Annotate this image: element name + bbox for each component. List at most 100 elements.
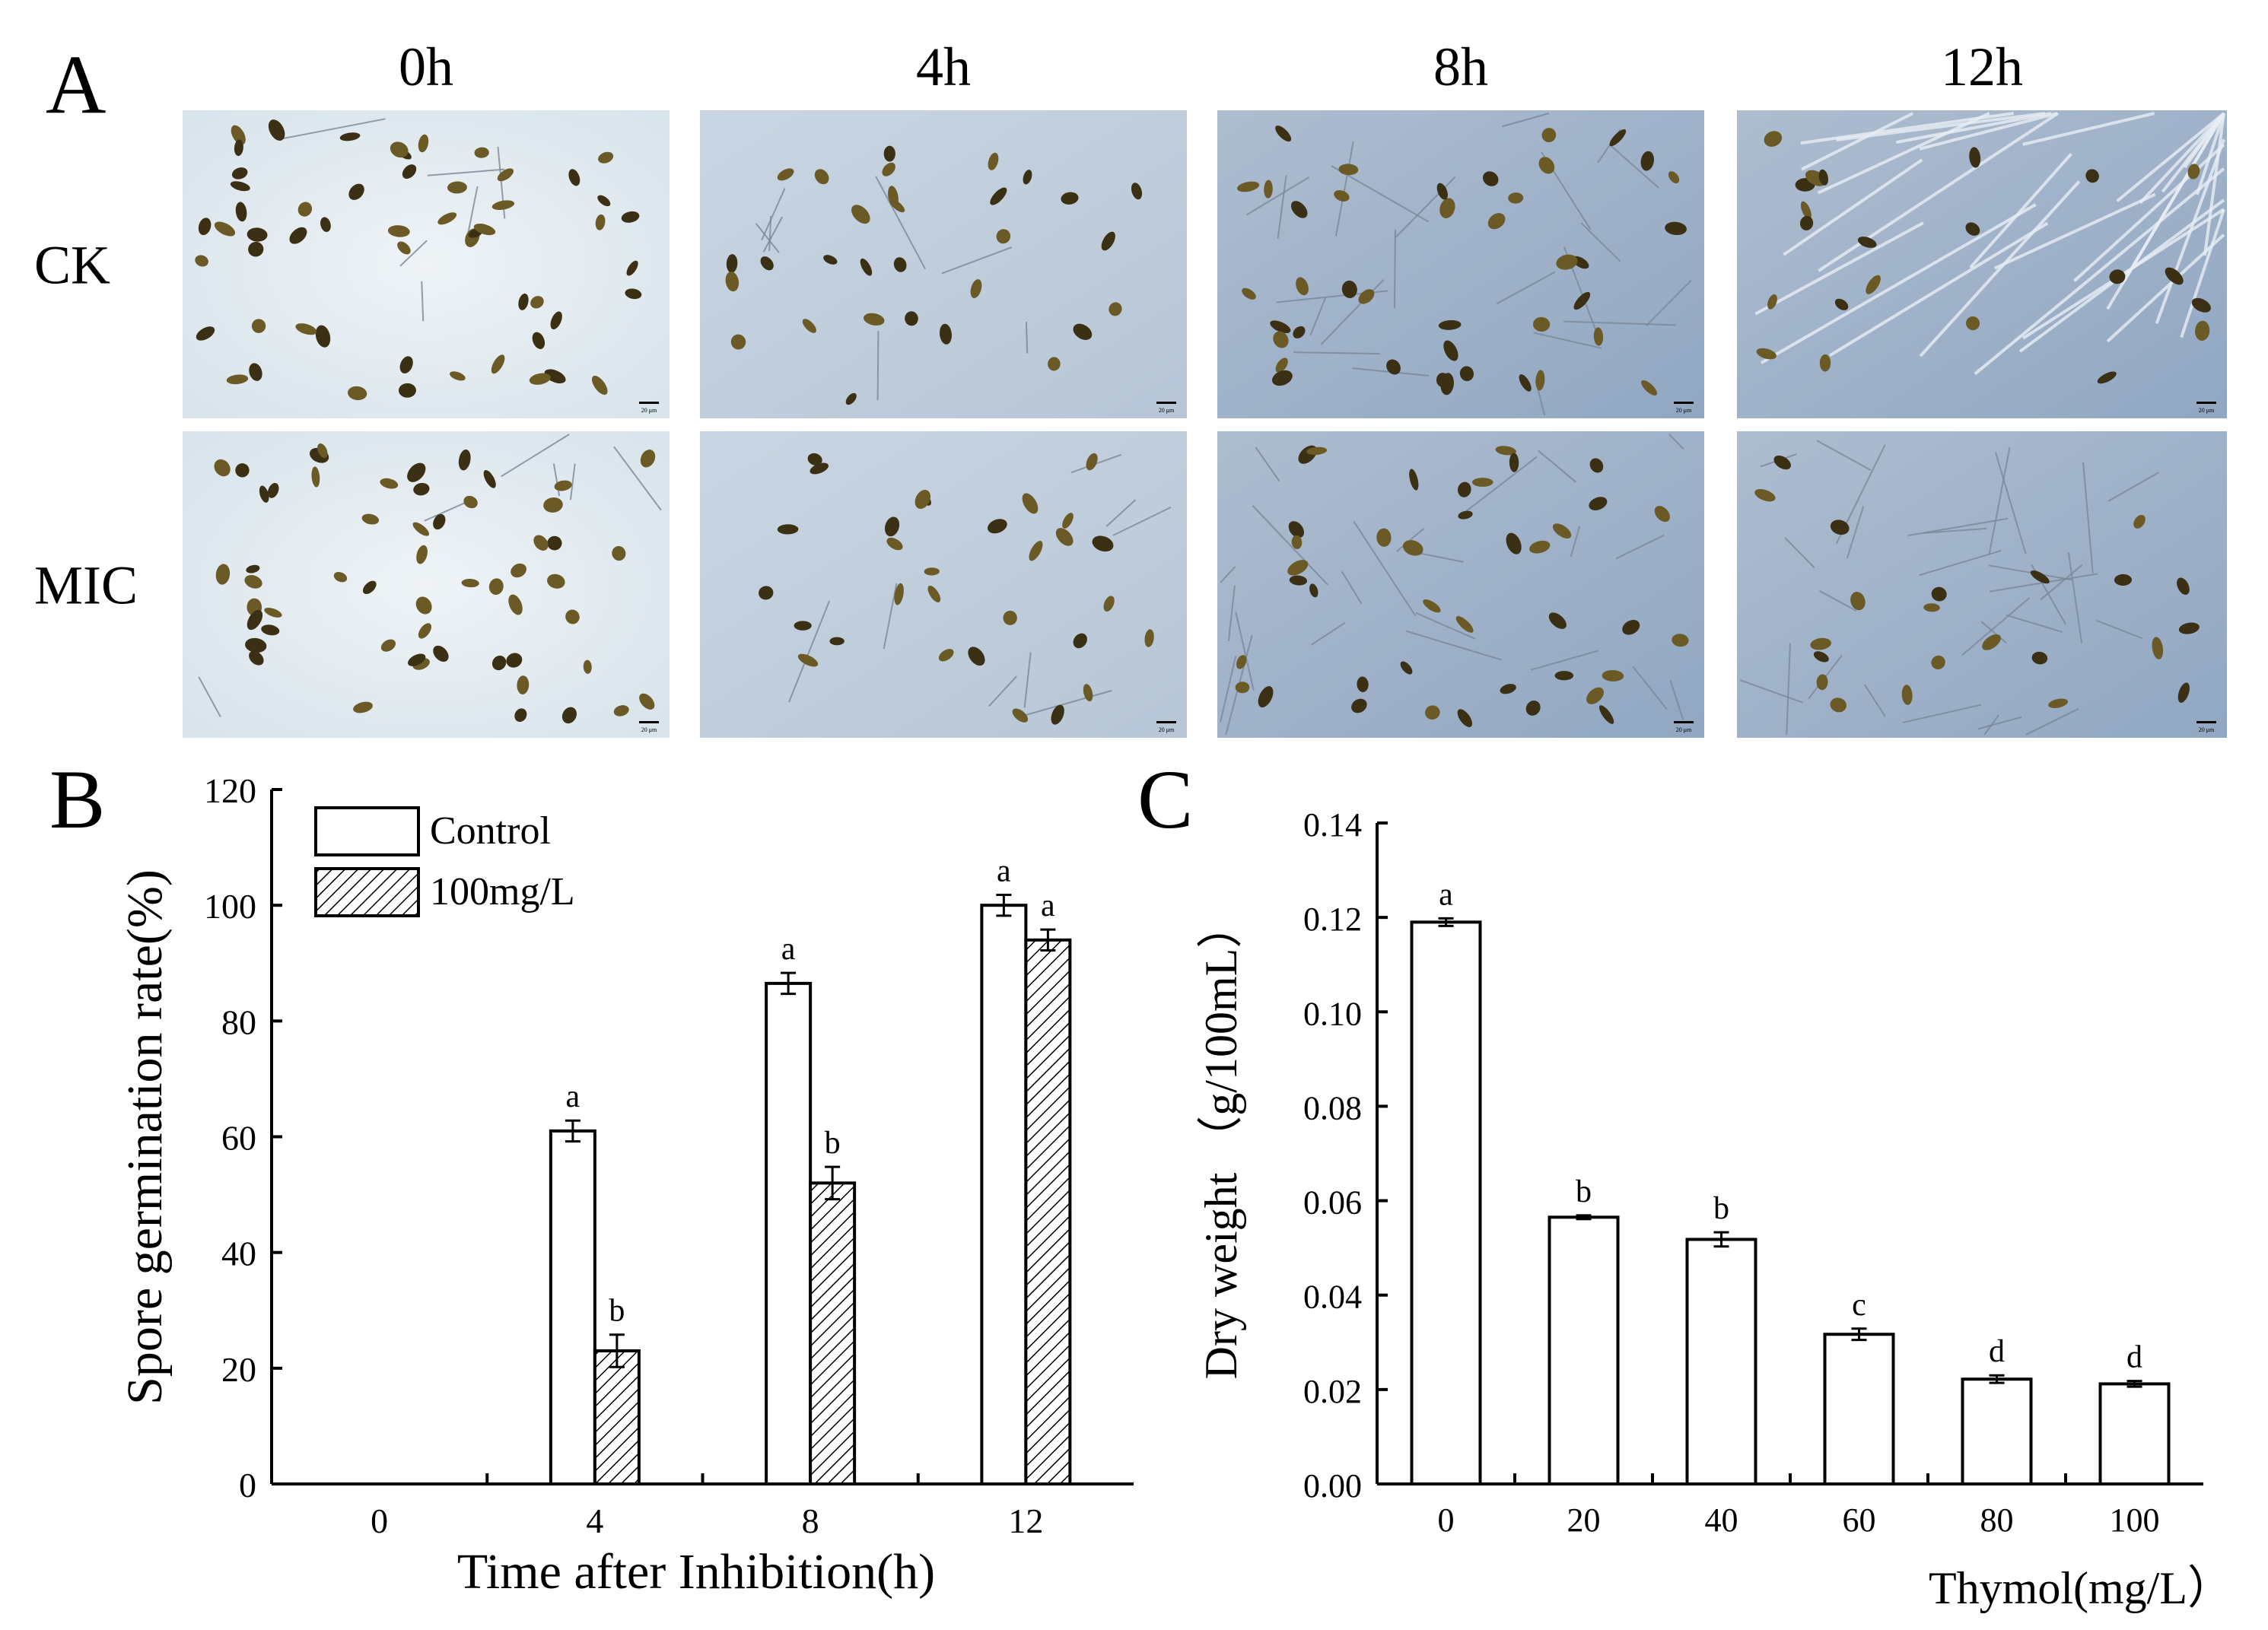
x-tick-label: 4 — [586, 1501, 603, 1540]
spore — [1609, 129, 1627, 147]
spore — [1436, 373, 1449, 387]
scale-bar — [1674, 402, 1694, 404]
significance-letter: a — [781, 932, 796, 967]
spore — [1857, 237, 1877, 248]
spore — [883, 145, 895, 162]
spore — [1400, 661, 1413, 675]
micrograph-tile: 20 μm — [700, 431, 1187, 738]
hypha — [988, 675, 1017, 707]
spore — [1423, 599, 1441, 613]
spore — [2048, 698, 2069, 708]
significance-letter: a — [1041, 888, 1055, 923]
time-labels: 0h 4h 8h 12h — [399, 37, 2023, 97]
hypha — [1632, 666, 1668, 710]
bar — [980, 904, 1028, 1485]
hypha — [1334, 141, 1354, 237]
spore — [1813, 651, 1829, 662]
hypha — [1896, 112, 2052, 145]
hypha — [1496, 271, 1556, 305]
spore — [1258, 686, 1274, 708]
hypha — [424, 501, 467, 522]
spore — [860, 258, 873, 276]
x-axis-title: Thymol(mg/L） — [1929, 1563, 2233, 1613]
spore — [506, 653, 523, 668]
spore — [474, 147, 489, 158]
hypha — [1669, 679, 1684, 720]
spore — [777, 524, 799, 535]
scale-bar — [2196, 721, 2216, 723]
spore — [2165, 267, 2184, 285]
row-labels: CK MIC — [34, 235, 138, 616]
x-tick-label: 40 — [1705, 1501, 1738, 1539]
spore — [1931, 655, 1945, 669]
spore — [1457, 481, 1471, 497]
spore — [511, 563, 526, 578]
significance-letter: b — [609, 1294, 625, 1329]
micrograph-background — [1737, 431, 2227, 738]
scale-bar — [639, 721, 659, 723]
spore — [2195, 320, 2210, 342]
spore — [547, 574, 565, 589]
spore — [1235, 682, 1250, 694]
spore — [1131, 183, 1143, 200]
spore — [2109, 269, 2126, 284]
micrograph-grid: 20 μm 20 μm 20 μm 20 μm 20 μm 20 μm 20 μm 20 μm — [183, 110, 2227, 738]
scale-bar — [1674, 721, 1694, 723]
spore — [311, 466, 320, 488]
spore — [244, 574, 262, 589]
spore — [529, 373, 551, 385]
spore — [1271, 370, 1293, 386]
legend-label: Control — [430, 809, 551, 853]
spore — [915, 490, 931, 510]
spore — [2133, 514, 2146, 529]
y-tick-label: 0.06 — [1303, 1184, 1362, 1222]
spore — [1443, 340, 1458, 361]
spore — [888, 186, 899, 208]
hypha — [1836, 112, 2046, 141]
legend-swatch — [314, 806, 420, 856]
hypha — [1919, 180, 2081, 357]
spore — [1029, 541, 1043, 561]
spore — [1672, 634, 1689, 647]
spore — [797, 653, 819, 667]
scale-bar — [1156, 721, 1176, 723]
hypha — [755, 223, 780, 253]
spore — [2178, 622, 2200, 634]
spore — [1508, 192, 1524, 204]
hypha — [1227, 585, 1236, 642]
spore — [1665, 221, 1687, 236]
row-label: MIC — [34, 555, 138, 616]
y-tick-label: 0.08 — [1303, 1089, 1362, 1126]
spore — [1816, 674, 1828, 691]
spore — [583, 659, 592, 674]
spore — [794, 621, 812, 631]
spore — [1457, 709, 1473, 727]
spore — [532, 332, 546, 349]
spore — [402, 164, 417, 179]
spore — [1109, 302, 1122, 316]
hypha — [2139, 112, 2225, 205]
spore — [339, 132, 361, 141]
spore — [215, 564, 231, 585]
spore — [1554, 671, 1574, 681]
spore — [598, 151, 614, 164]
spore — [894, 583, 904, 605]
spore — [1270, 320, 1291, 334]
spore — [1654, 506, 1670, 523]
x-tick-label: 0 — [371, 1501, 388, 1540]
spore — [246, 564, 260, 574]
spore — [1756, 348, 1777, 360]
spore — [810, 462, 829, 475]
spore — [390, 141, 409, 158]
spore — [882, 162, 895, 176]
scale-bar-label: 20 μm — [2199, 726, 2215, 733]
spore — [1439, 198, 1455, 218]
spore — [726, 254, 738, 273]
spore — [234, 139, 243, 157]
spore — [458, 449, 471, 471]
hypha — [2195, 113, 2225, 195]
bar — [1548, 1215, 1620, 1485]
spore — [1532, 316, 1551, 332]
spore — [247, 227, 268, 242]
